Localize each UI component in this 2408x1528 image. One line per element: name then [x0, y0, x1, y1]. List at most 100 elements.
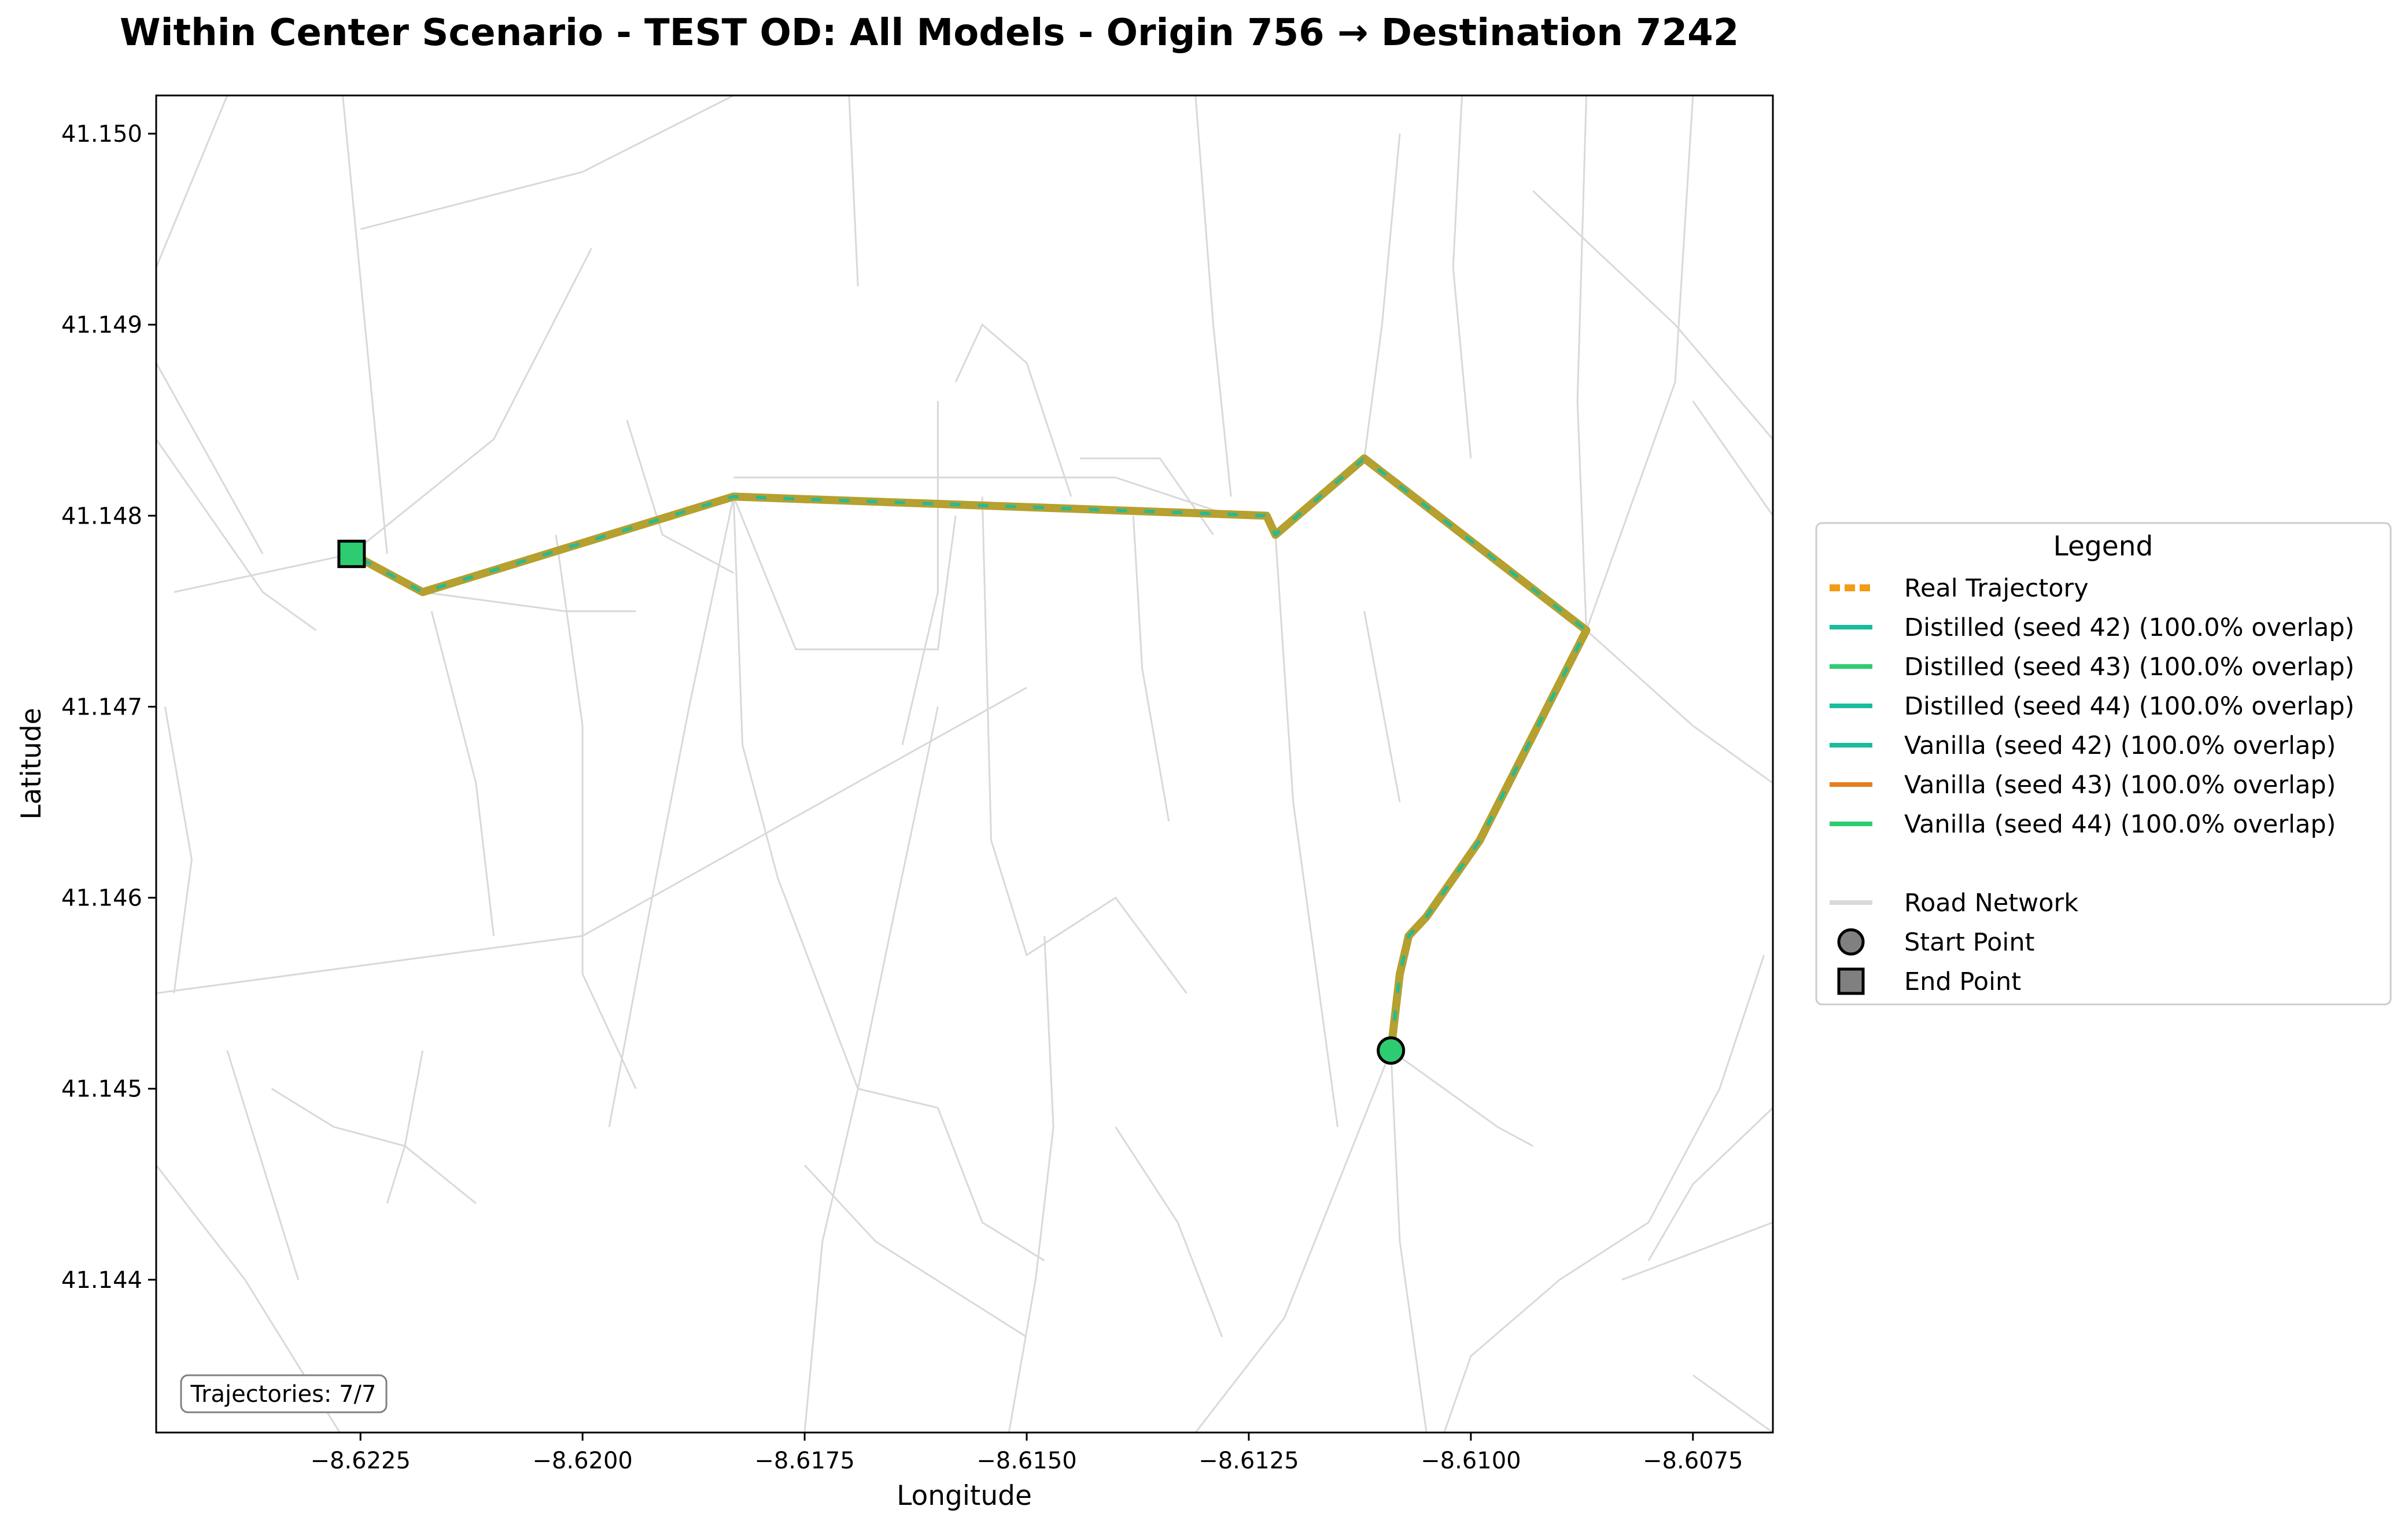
trajectory-markers	[337, 539, 1406, 1065]
legend-swatch	[1837, 967, 1865, 995]
road-segment	[156, 95, 228, 268]
y-tick-label: 41.148	[61, 503, 142, 529]
road-segment	[271, 1088, 477, 1204]
legend-item-extra: Road Network	[1830, 889, 2078, 918]
legend-item-series: Real Trajectory	[1830, 574, 2089, 603]
road-segment	[608, 496, 735, 1128]
road-segment	[1647, 1107, 1773, 1261]
real-trajectory-line	[350, 455, 1590, 1051]
y-tick-label: 41.150	[61, 121, 142, 148]
legend-box	[1815, 522, 2392, 1006]
road-segment	[1194, 95, 1232, 497]
road-segment	[1363, 133, 1401, 459]
road-segment	[360, 95, 734, 230]
road-segment	[1115, 1126, 1223, 1338]
road-segment	[1390, 1050, 1534, 1147]
road-segment	[1692, 400, 1773, 517]
road-segment	[1621, 1221, 1773, 1281]
y-tick-label: 41.146	[61, 885, 142, 912]
y-axis-ticks: 41.144 41.145 41.146 41.147 41.148 41.149 41.1…	[61, 121, 156, 1294]
y-tick-label: 41.144	[61, 1267, 142, 1294]
road-segment	[733, 476, 1231, 517]
road-segment	[1443, 955, 1765, 1433]
end-point-marker	[337, 539, 366, 568]
legend-item-series: Vanilla (seed 44) (100.0% overlap)	[1830, 810, 2336, 839]
legend-items: Real Trajectory Distilled (seed 42) (100.…	[1830, 574, 2354, 996]
legend-label: Distilled (seed 44) (100.0% overlap)	[1904, 692, 2354, 721]
road-segment	[1585, 95, 1694, 631]
road-segment	[1194, 1050, 1392, 1433]
chart-title: Within Center Scenario - TEST OD: All Mo…	[120, 12, 1739, 54]
road-segment	[1132, 516, 1170, 822]
road-segment	[430, 611, 495, 936]
road-segment	[954, 323, 1072, 497]
legend-label: Vanilla (seed 44) (100.0% overlap)	[1904, 810, 2336, 839]
plot-frame	[155, 94, 1774, 1434]
legend-swatch	[1837, 928, 1865, 956]
road-segment	[803, 1164, 1027, 1338]
legend-item-series: Distilled (seed 42) (100.0% overlap)	[1830, 613, 2354, 642]
road-segment	[1692, 1374, 1773, 1433]
legend-item-series: Vanilla (seed 43) (100.0% overlap)	[1830, 771, 2336, 800]
legend-label: Vanilla (seed 43) (100.0% overlap)	[1904, 771, 2336, 800]
road-segment	[174, 248, 592, 593]
road-segment	[848, 95, 859, 287]
legend-label: End Point	[1904, 967, 2021, 996]
series-line-1	[351, 456, 1588, 1051]
road-segment	[422, 591, 636, 612]
legend-label: Distilled (seed 43) (100.0% overlap)	[1904, 653, 2354, 682]
road-segment	[1008, 936, 1054, 1433]
legend-item-extra: End Point	[1837, 967, 2021, 996]
road-segment	[937, 1107, 1045, 1262]
road-segment	[156, 362, 264, 555]
road-segment	[156, 439, 317, 631]
road-segment	[1390, 1050, 1428, 1433]
start-point-marker	[1377, 1036, 1406, 1065]
legend-item-series: Vanilla (seed 42) (100.0% overlap)	[1830, 731, 2336, 760]
trajectory-lines	[349, 454, 1591, 1051]
road-segment	[386, 1050, 424, 1204]
legend-title: Legend	[2053, 531, 2153, 562]
plot-area	[155, 94, 1774, 1434]
road-segment	[1363, 611, 1401, 802]
x-tick-label: −8.6125	[1199, 1448, 1299, 1474]
legend-label: Real Trajectory	[1904, 574, 2089, 603]
road-segment	[1452, 95, 1472, 459]
road-segment	[803, 706, 939, 1433]
road-segment	[1585, 629, 1773, 784]
legend-item-series: Distilled (seed 44) (100.0% overlap)	[1830, 692, 2354, 721]
road-segment	[732, 496, 938, 1109]
x-axis-ticks: −8.6225 −8.6200 −8.6175 −8.6150 −8.6125 −8.61…	[310, 1433, 1743, 1474]
y-tick-label: 41.149	[61, 312, 142, 338]
legend-label: Road Network	[1904, 889, 2078, 918]
y-tick-label: 41.145	[61, 1076, 142, 1103]
x-tick-label: −8.6075	[1643, 1448, 1743, 1474]
road-segment	[164, 706, 193, 993]
x-axis-title: Longitude	[897, 1480, 1032, 1512]
road-segment	[732, 496, 957, 650]
y-axis-title: Latitude	[16, 708, 47, 819]
legend-label: Vanilla (seed 42) (100.0% overlap)	[1904, 731, 2336, 760]
y-tick-label: 41.147	[61, 694, 142, 720]
plot-background	[156, 95, 1773, 1433]
road-segment	[981, 496, 1188, 994]
road-segment	[1274, 535, 1338, 1127]
road-segment	[1576, 95, 1587, 631]
road-segment	[342, 95, 388, 554]
trajectory-count-label: Trajectories: 7/7	[190, 1381, 377, 1408]
road-segment	[626, 419, 734, 574]
x-tick-label: −8.6175	[754, 1448, 854, 1474]
road-segment	[901, 401, 939, 745]
legend-label: Start Point	[1904, 928, 2034, 957]
trajectory-count-annotation: Trajectories: 7/7	[180, 1374, 388, 1413]
x-tick-label: −8.6100	[1421, 1448, 1521, 1474]
road-network	[156, 95, 1773, 1433]
legend-item-extra: Start Point	[1837, 928, 2034, 957]
legend-label: Distilled (seed 42) (100.0% overlap)	[1904, 613, 2354, 642]
road-segment	[555, 535, 637, 1089]
legend-item-series: Distilled (seed 43) (100.0% overlap)	[1830, 653, 2354, 682]
road-segment	[226, 1050, 300, 1280]
x-tick-label: −8.6150	[976, 1448, 1076, 1474]
x-tick-label: −8.6225	[310, 1448, 410, 1474]
